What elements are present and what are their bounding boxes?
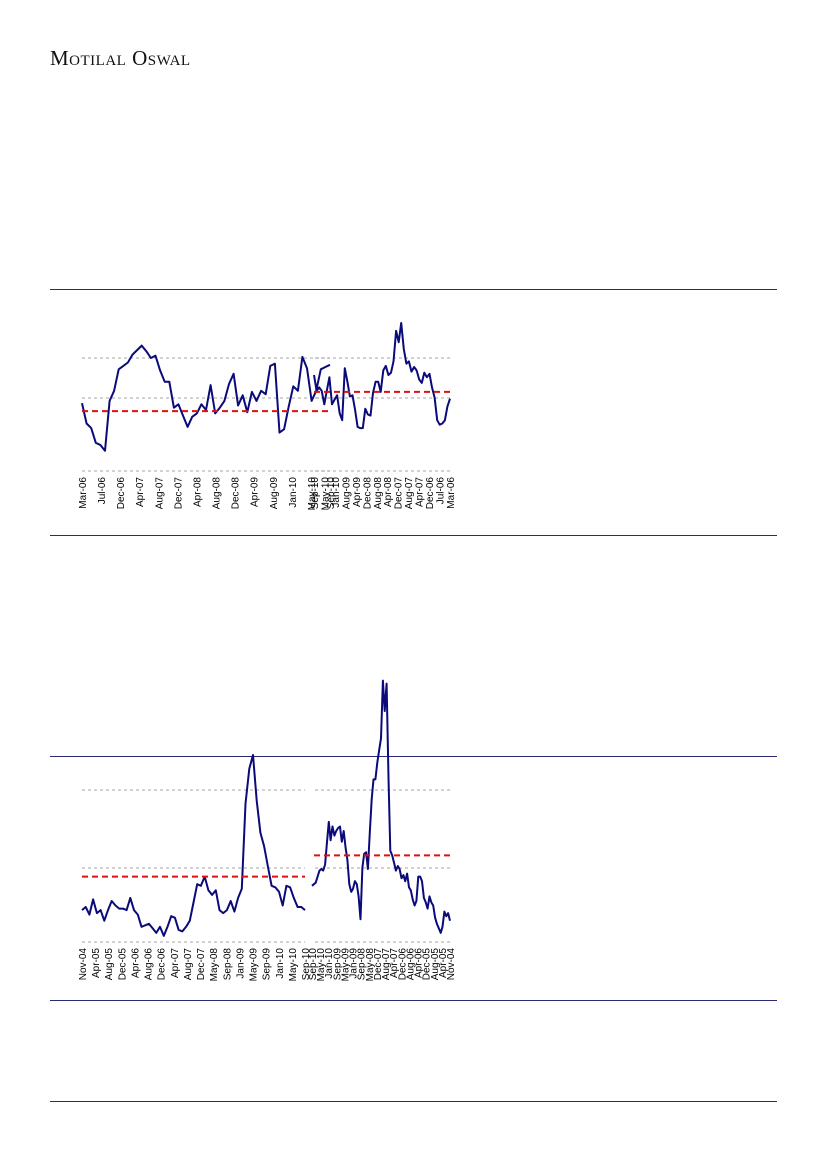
- series-line: [81, 344, 331, 452]
- series-line: [313, 322, 451, 430]
- x-tick-label: Dec-06: [397, 948, 408, 981]
- x-tick-label: Jan-10: [331, 477, 342, 508]
- x-tick-label: Aug-09: [341, 477, 352, 510]
- x-tick-label: Sep-08: [357, 948, 368, 981]
- x-tick-label: Nov-04: [446, 948, 457, 981]
- x-tick-label: Apr-07: [135, 477, 146, 507]
- x-tick-label: Sep-09: [332, 948, 343, 981]
- x-tick-label: May-08: [209, 948, 220, 982]
- divider-top: [50, 289, 777, 290]
- x-tick-label: Mar-06: [446, 477, 457, 509]
- divider-bottom: [50, 1101, 777, 1102]
- x-tick-label: Mar-06: [78, 477, 89, 509]
- divider-middle-3: [50, 1000, 777, 1001]
- x-tick-label: May-10: [288, 948, 299, 982]
- x-tick-label: Sep-10: [301, 948, 312, 981]
- x-tick-label: May-10: [321, 477, 332, 511]
- x-tick-label: Nov-04: [78, 948, 89, 981]
- x-tick-label: Apr-05: [438, 948, 449, 978]
- x-tick-label: Aug-06: [405, 948, 416, 981]
- x-tick-label: Dec-07: [173, 477, 184, 510]
- x-tick-label: Apr-09: [352, 477, 363, 507]
- x-tick-label: Apr-05: [91, 948, 102, 978]
- x-tick-label: Aug-06: [144, 948, 155, 981]
- x-tick-label: Dec-08: [231, 477, 242, 510]
- x-tick-label: Apr-07: [389, 948, 400, 978]
- x-tick-label: Aug-07: [183, 948, 194, 981]
- x-tick-label: Sep-10: [308, 948, 319, 981]
- x-tick-label: Dec-06: [425, 477, 436, 510]
- divider-middle-2: [50, 756, 777, 757]
- x-tick-label: Jan-10: [288, 477, 299, 508]
- x-tick-label: Aug-08: [373, 477, 384, 510]
- x-tick-label: May-08: [365, 948, 376, 982]
- x-tick-label: Sep-09: [262, 948, 273, 981]
- series-line: [311, 679, 451, 934]
- x-tick-label: Aug-05: [430, 948, 441, 981]
- x-tick-label: Dec-05: [117, 948, 128, 981]
- x-tick-label: May-10: [307, 477, 318, 511]
- x-tick-label: Apr-08: [193, 477, 204, 507]
- x-tick-label: Dec-06: [116, 477, 127, 510]
- divider-middle-1: [50, 535, 777, 536]
- x-tick-label: Sep-08: [222, 948, 233, 981]
- x-tick-label: Aug-08: [212, 477, 223, 510]
- x-tick-label: Dec-06: [157, 948, 168, 981]
- x-tick-label: Aug-09: [269, 477, 280, 510]
- x-tick-label: Jan-09: [235, 948, 246, 979]
- x-tick-label: May-09: [249, 948, 260, 982]
- x-tick-label: Dec-08: [362, 477, 373, 510]
- x-tick-label: Jul-06: [436, 477, 447, 505]
- chart-bottom-left: Nov-04 Apr-05 Aug-05 Dec-05 Apr-06 Aug-06 Dec-…: [50, 754, 410, 1000]
- chart-top-right: Mar-06 Jul-06 Dec-06 Apr-07 Aug-07 Dec-07 Apr-…: [310, 300, 770, 530]
- x-tick-label: Dec-07: [394, 477, 405, 510]
- x-tick-label: May-09: [341, 948, 352, 982]
- x-tick-label: Jan-10: [275, 948, 286, 979]
- x-tick-label: Sep-10: [310, 477, 321, 510]
- x-tick-label: Apr-09: [250, 477, 261, 507]
- x-tick-label: Apr-06: [414, 948, 425, 978]
- x-tick-label: Apr-08: [383, 477, 394, 507]
- x-tick-label: Apr-07: [170, 948, 181, 978]
- x-tick-label: Apr-06: [131, 948, 142, 978]
- chart-top-left: Mar-06 Jul-06 Dec-06 Apr-07 Aug-07 Dec-07 Apr-…: [50, 300, 410, 530]
- x-tick-label: Dec-05: [422, 948, 433, 981]
- x-tick-label: Aug-07: [154, 477, 165, 510]
- chart-svg: Nov-04Apr-05Aug-05Dec-05Apr-06Aug-06Dec-…: [308, 679, 457, 981]
- x-tick-label: Dec-07: [373, 948, 384, 981]
- brand-logo: Motilal Oswal: [50, 46, 191, 70]
- x-tick-label: Aug-07: [381, 948, 392, 981]
- chart-bottom-right: Nov-04 Apr-05 Aug-05 Dec-05 Apr-06 Aug-06 Dec-…: [308, 679, 770, 1000]
- chart-svg: Mar-06Jul-06Dec-06Apr-07Aug-07Dec-07Apr-…: [310, 322, 457, 510]
- x-tick-label: Dec-07: [196, 948, 207, 981]
- chart-svg: Mar-06 Jul-06 Dec-06 Apr-07 Aug-07 Dec-07 Apr-…: [78, 344, 337, 511]
- x-tick-label: Jul-06: [97, 477, 108, 505]
- x-tick-label: May-10: [316, 948, 327, 982]
- x-tick-label: Aug-05: [104, 948, 115, 981]
- x-tick-label: Sep-10: [326, 477, 337, 510]
- series-line: [81, 754, 306, 937]
- x-tick-label: Apr-07: [415, 477, 426, 507]
- x-tick-label: Jan-09: [349, 948, 360, 979]
- x-tick-label: Jan-10: [324, 948, 335, 979]
- x-tick-label: Aug-07: [404, 477, 415, 510]
